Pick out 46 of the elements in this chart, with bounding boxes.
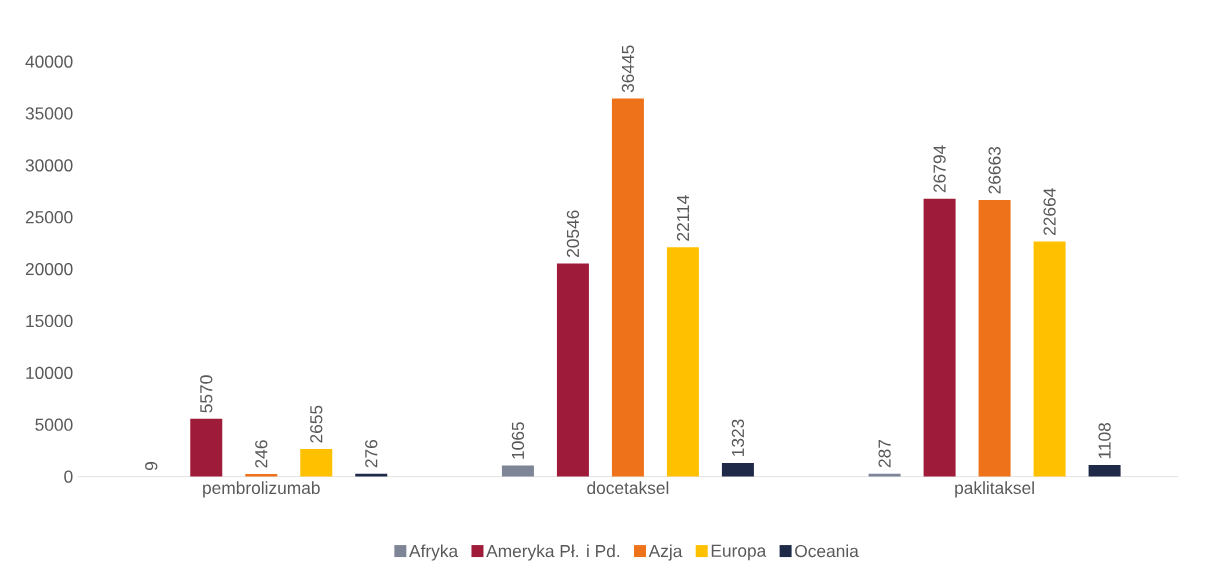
bar xyxy=(1033,241,1066,477)
data-label: 36445 xyxy=(621,45,635,93)
legend-label: Oceania xyxy=(795,544,859,558)
bar xyxy=(300,449,333,477)
bar xyxy=(556,263,589,477)
legend-label: Azja xyxy=(648,544,683,561)
data-label: 26663 xyxy=(988,146,1001,194)
bar xyxy=(721,462,754,477)
y-tick-label: 20000 xyxy=(25,262,73,276)
bar xyxy=(245,474,278,477)
data-label: 1108 xyxy=(1098,423,1111,459)
data-label: 287 xyxy=(878,440,891,468)
y-tick-label: 15000 xyxy=(26,314,73,328)
bar xyxy=(501,465,534,477)
data-label: 5570 xyxy=(200,375,213,413)
bar xyxy=(611,98,644,477)
bar xyxy=(355,473,388,477)
data-label: 2655 xyxy=(310,405,323,443)
legend-label: Europa xyxy=(711,544,767,561)
y-tick-label: 25000 xyxy=(25,211,73,224)
bar xyxy=(1088,465,1121,477)
data-label: 1065 xyxy=(511,422,525,459)
data-label: 276 xyxy=(365,439,378,468)
y-tick-label: 5000 xyxy=(35,418,73,431)
data-label: 246 xyxy=(255,440,268,468)
bar xyxy=(978,199,1011,477)
data-label: 26794 xyxy=(933,145,946,193)
x-tick-label: pembrolizumab xyxy=(203,481,320,498)
data-label: 9 xyxy=(145,462,158,471)
y-tick-label: 30000 xyxy=(25,159,73,172)
x-tick-label: paklitaksel xyxy=(955,481,1034,498)
y-tick-label: 40000 xyxy=(25,55,73,68)
y-tick-label: 10000 xyxy=(26,366,73,379)
data-label: 22114 xyxy=(676,195,689,241)
y-tick-label: 0 xyxy=(64,470,73,483)
bar xyxy=(923,198,956,477)
legend-label: Ameryka Pł. i Pd. xyxy=(486,544,620,561)
legend-label: Afryka xyxy=(409,544,459,561)
bar xyxy=(868,473,901,477)
data-label: 22664 xyxy=(1043,188,1056,235)
bar xyxy=(666,247,699,477)
data-label: 1323 xyxy=(731,419,745,456)
x-tick-label: docetaksel xyxy=(587,481,669,495)
y-tick-label: 35000 xyxy=(25,107,73,120)
bar xyxy=(190,418,223,477)
data-label: 20546 xyxy=(566,210,580,257)
